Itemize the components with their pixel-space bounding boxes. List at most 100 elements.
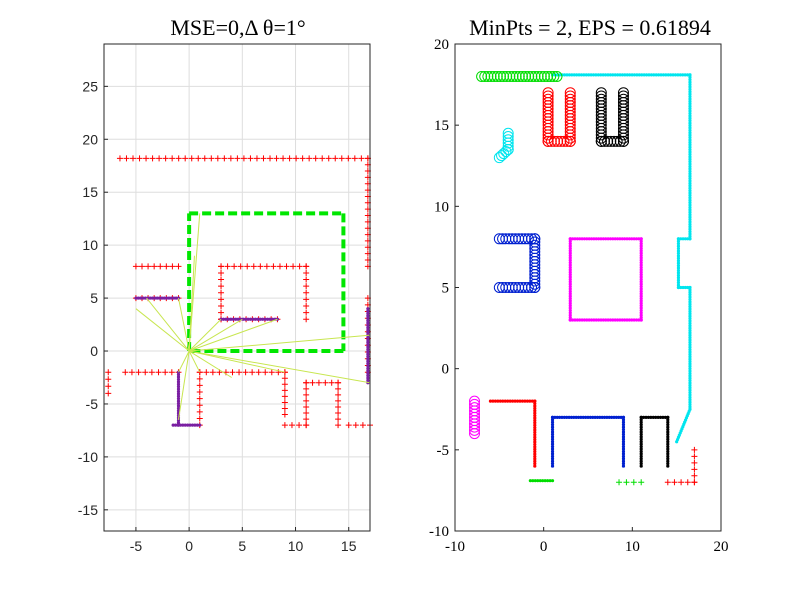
cluster-green-bottom-point: [533, 479, 537, 483]
map-segments-point: [303, 263, 310, 270]
cluster-green-bottom-plus-point: [616, 479, 623, 486]
cluster-black-u2-point: [639, 432, 643, 437]
cluster-black-u2-point: [639, 420, 643, 424]
map-segments-point: [338, 155, 345, 162]
cluster-magenta-square-point: [623, 237, 627, 241]
cluster-blue-u-point: [550, 442, 555, 446]
cluster-blue-u-point: [621, 435, 626, 439]
x-tick-label: 15: [341, 538, 357, 554]
map-segments-point: [335, 416, 342, 423]
scan-points-point: [176, 397, 181, 401]
cluster-blue-u-point: [621, 442, 626, 446]
cluster-cyan-wall-point: [570, 73, 574, 77]
cluster-cyan-wall-point: [676, 73, 680, 77]
left-marks: [105, 155, 373, 429]
cluster-red-l-point: [533, 416, 537, 420]
scan-points-point: [150, 296, 155, 300]
cluster-magenta-square-point: [568, 253, 572, 258]
cluster-cyan-wall-point: [676, 278, 681, 282]
cluster-cyan-wall-point: [676, 263, 681, 268]
cluster-magenta-square-point: [630, 237, 634, 241]
map-segments-point: [175, 263, 182, 270]
cluster-red-l-point: [525, 399, 530, 403]
cluster-cyan-wall-point: [572, 73, 576, 77]
cluster-blue-u-point: [550, 440, 555, 444]
cluster-black-u2-point: [639, 440, 643, 444]
cluster-black-u2-point: [666, 420, 670, 424]
cluster-magenta-square-point: [634, 318, 639, 322]
cluster-black-u2-point: [666, 418, 670, 422]
cluster-blue-u-point: [602, 415, 607, 419]
right-ticks: -10 0 10 20 -10 -5 0 5 10 15 20: [429, 37, 729, 555]
scan-ray: [188, 318, 278, 352]
cluster-cyan-wall-point: [654, 73, 658, 77]
cluster-black-u-point: [595, 129, 607, 141]
cluster-cyan-wall-point: [688, 326, 692, 330]
cluster-red-l-point: [533, 413, 537, 418]
right-marks: [469, 70, 698, 486]
cluster-black-u2-point: [656, 415, 660, 419]
map-segments-point: [303, 391, 310, 398]
cluster-cyan-wall-point: [642, 73, 646, 77]
cluster-red-bottom-plus-point: [691, 459, 698, 466]
scan-ray: [178, 350, 190, 373]
cluster-magenta-square-point: [615, 237, 620, 241]
cluster-blue-u-point: [605, 415, 609, 419]
map-segments-point: [267, 155, 274, 162]
cluster-green-top-point: [491, 70, 503, 82]
cluster-blue-u-point: [621, 452, 626, 456]
cluster-green-bottom-point: [536, 479, 540, 483]
cluster-blue-c-point: [529, 278, 541, 290]
cluster-red-l-point: [533, 462, 537, 466]
cluster-cyan-wall-point: [688, 333, 692, 337]
scan-points-point: [176, 375, 181, 379]
scan-points-point: [176, 421, 181, 425]
map-segments-point: [281, 375, 288, 382]
map-segments-point: [240, 155, 247, 162]
cluster-cyan-wall-point: [676, 254, 681, 258]
cluster-red-u-point: [542, 129, 554, 141]
scan-points-point: [366, 316, 370, 320]
x-tick-label: 20: [714, 539, 729, 555]
map-segments-point: [306, 155, 313, 162]
scan-points-point: [366, 364, 370, 368]
cluster-black-u2-point: [666, 464, 670, 468]
scan-points-point: [176, 373, 181, 377]
cluster-cyan-wall-point: [683, 73, 687, 77]
cluster-cyan-wall-point: [676, 246, 681, 251]
scan-points-point: [171, 423, 175, 427]
cluster-blue-u-point: [550, 418, 555, 422]
cluster-cyan-wall-point: [644, 73, 649, 77]
map-segments-point: [351, 155, 358, 162]
scan-ray: [146, 297, 190, 352]
cluster-cyan-wall-point: [688, 395, 692, 399]
cluster-cyan-wall-point: [678, 73, 682, 77]
scan-points-point: [246, 317, 250, 321]
cluster-cyan-wall-point: [688, 147, 692, 152]
cluster-magenta-square-point: [639, 318, 643, 322]
cluster-magenta-square-point: [582, 237, 587, 241]
cluster-cyan-wall-point: [688, 169, 692, 173]
map-segments-point: [214, 155, 221, 162]
cluster-cyan-wall-point: [681, 73, 685, 77]
cluster-blue-u-point: [614, 415, 618, 419]
cluster-cyan-wall-point: [688, 140, 692, 144]
cluster-cyan-wall-point: [579, 73, 584, 77]
x-tick-label: 5: [238, 538, 246, 554]
cluster-magenta-square-point: [608, 318, 613, 322]
cluster-magenta-square-point: [594, 318, 598, 322]
cluster-red-l-point: [523, 399, 527, 403]
map-segments-point: [163, 263, 170, 270]
cluster-magenta-square-point: [620, 237, 624, 241]
cluster-green-top-point: [485, 70, 497, 82]
cluster-cyan-wall-point: [688, 99, 692, 103]
cluster-cyan-wall-point: [688, 234, 692, 238]
scan-points-point: [366, 307, 370, 311]
cluster-cyan-wall-point: [681, 237, 685, 241]
cluster-blue-u-point: [569, 415, 574, 419]
scan-ray: [177, 297, 190, 352]
cluster-magenta-small-point: [469, 424, 481, 436]
cluster-black-u-point: [617, 90, 629, 102]
map-segments-point: [359, 422, 366, 429]
scan-ray: [189, 350, 371, 384]
